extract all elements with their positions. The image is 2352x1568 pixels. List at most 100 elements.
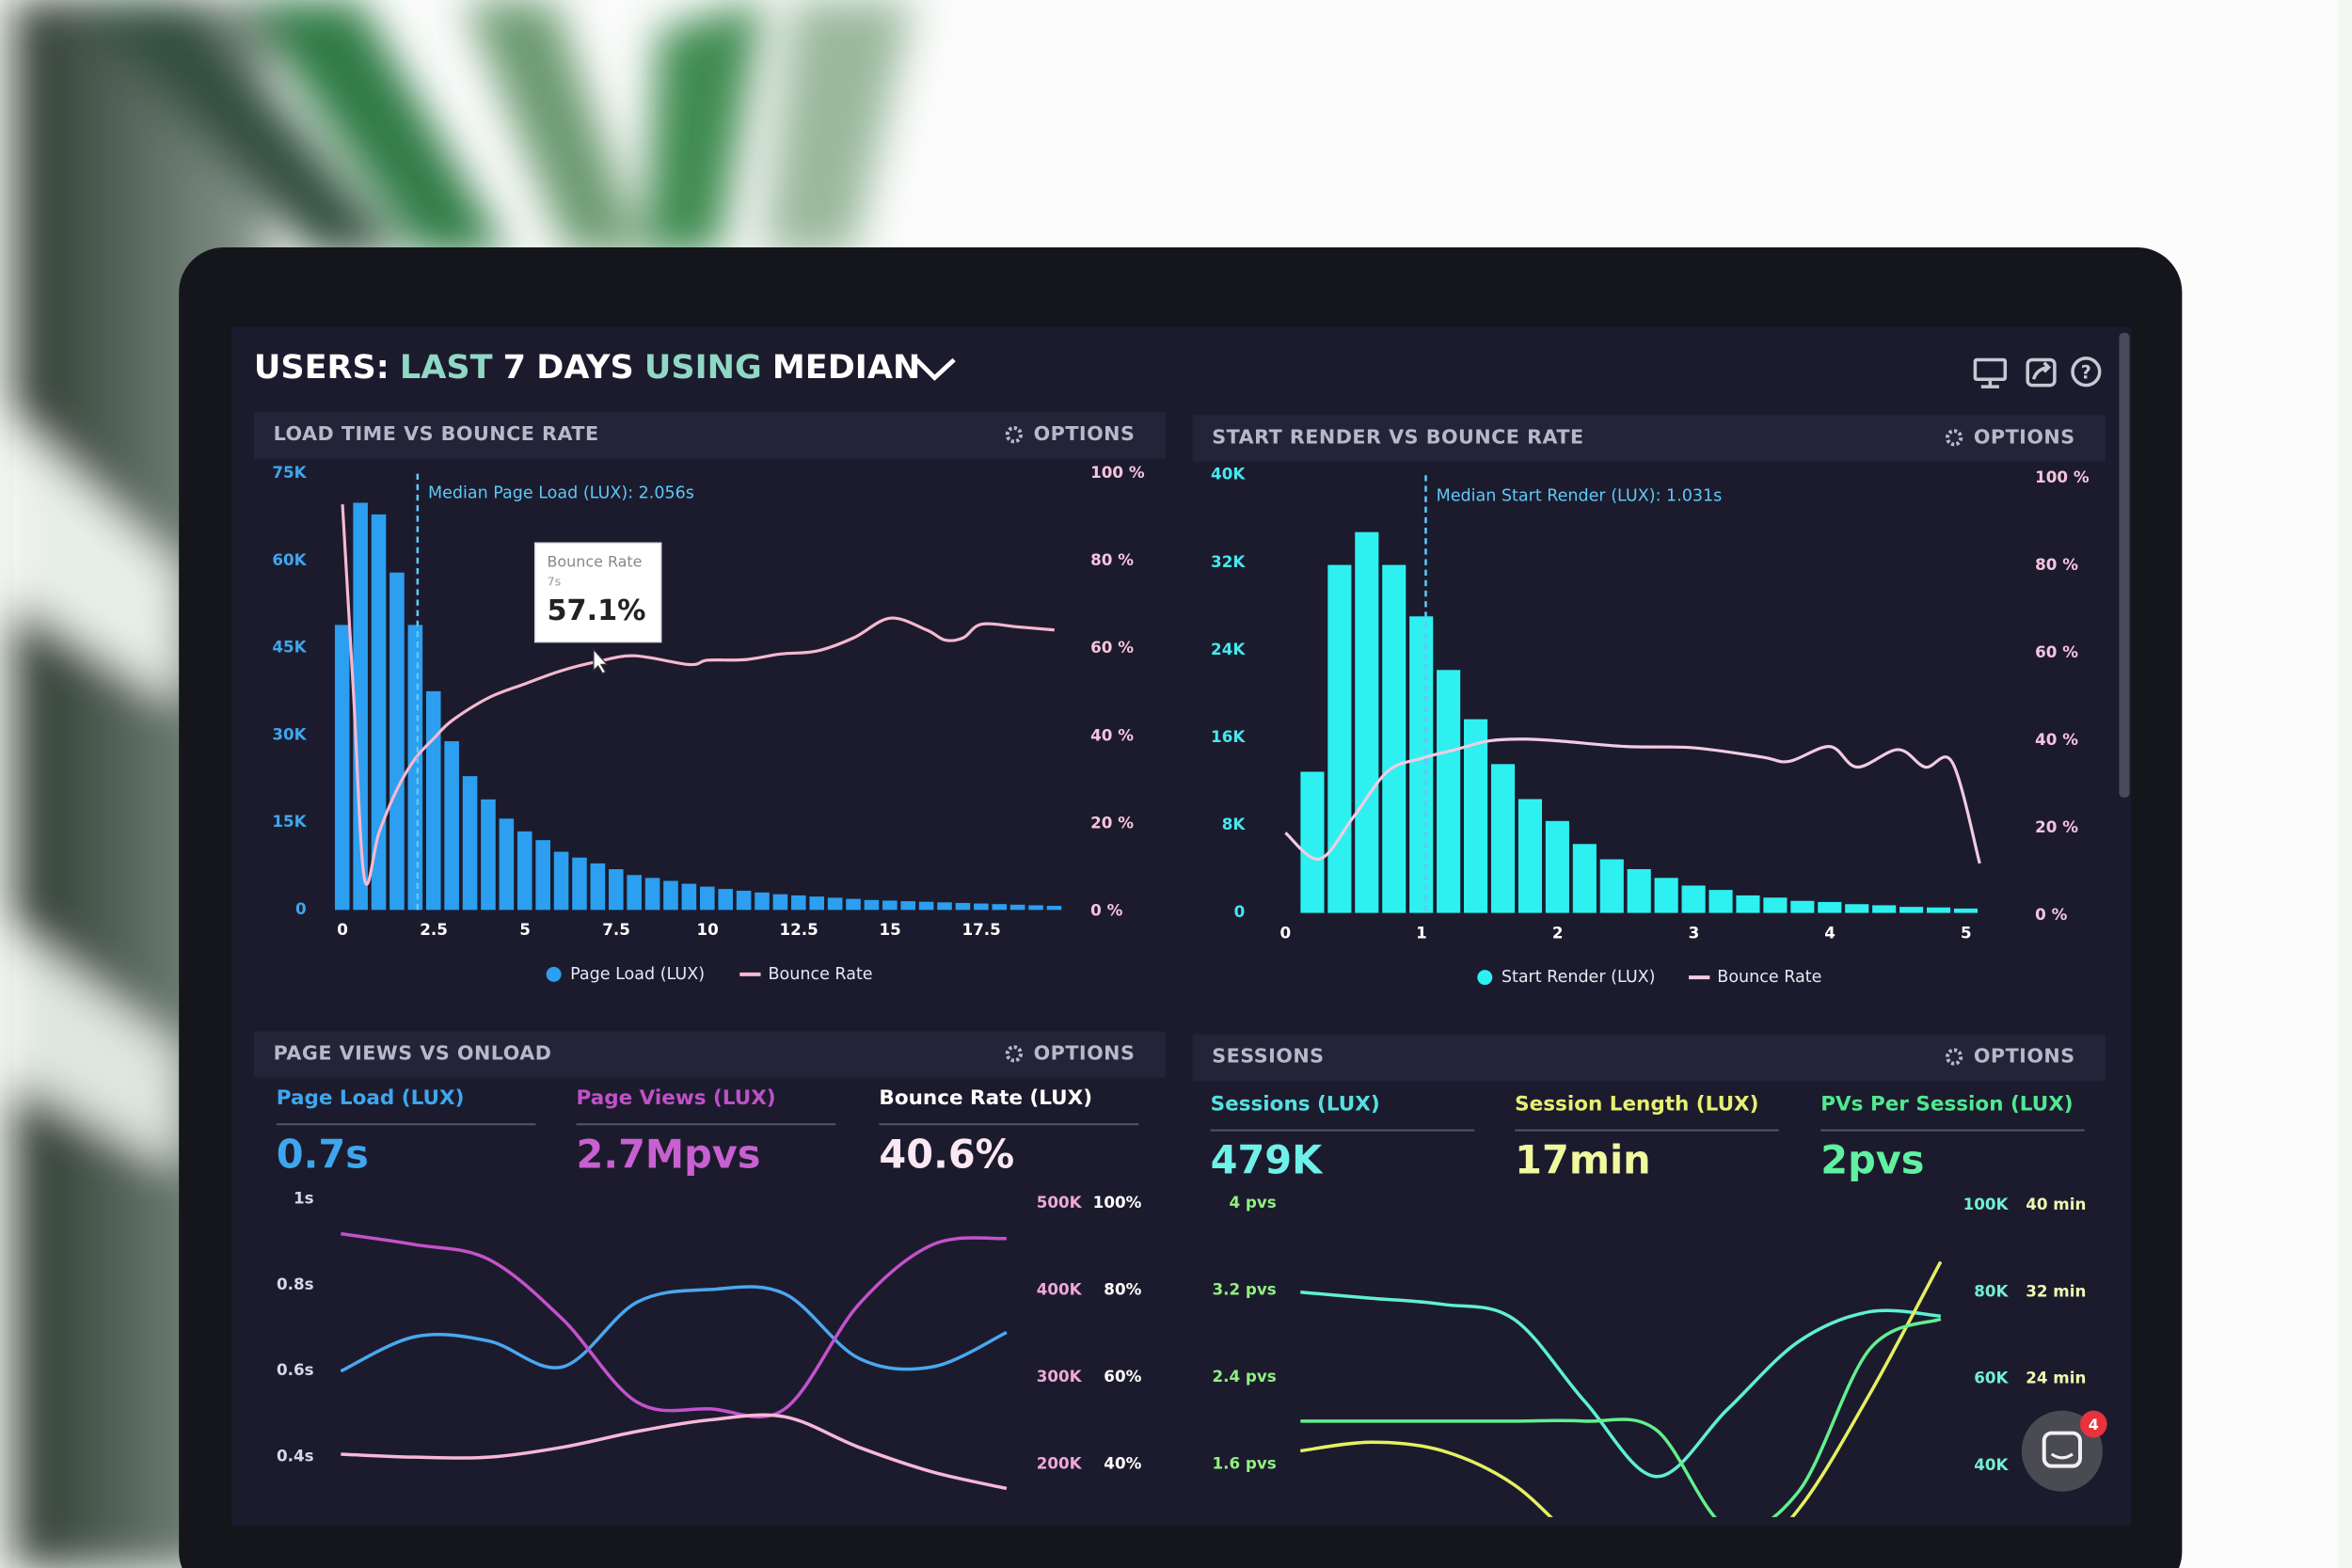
histogram-bar xyxy=(937,902,952,911)
gear-icon[interactable] xyxy=(1945,429,1963,447)
histogram-bar xyxy=(791,895,806,911)
histogram-bar xyxy=(772,894,788,911)
x-tick-label: 0 xyxy=(337,920,348,939)
y-tick-label: 40K xyxy=(1211,465,1246,483)
histogram-bar xyxy=(1627,869,1651,913)
y-tick-label: 0.4s xyxy=(277,1447,314,1465)
histogram-bar xyxy=(663,880,678,911)
legend-label: Page Load (LUX) xyxy=(570,965,705,984)
histogram-bar xyxy=(1654,878,1678,913)
plot-area xyxy=(340,1231,1008,1491)
y3-tick-label: 32 min xyxy=(2026,1281,2086,1300)
panel-header xyxy=(1192,1034,2106,1082)
x-tick-label: 17.5 xyxy=(962,920,1001,939)
histogram-bar xyxy=(499,818,515,911)
histogram-bar xyxy=(553,851,569,911)
y2-tick-label: 100 % xyxy=(2035,467,2090,486)
y-tick-label: 15K xyxy=(272,812,307,831)
y3-tick-label: 24 min xyxy=(2026,1369,2086,1387)
legend-swatch xyxy=(1477,970,1493,986)
panel-title: START RENDER VS BOUNCE RATE xyxy=(1212,425,1583,448)
histogram-bar xyxy=(1599,859,1624,913)
histogram-bar xyxy=(1327,564,1352,913)
histogram-bar xyxy=(918,901,934,911)
x-tick-label: 5 xyxy=(1961,923,1972,942)
stat-label: Page Load (LUX) xyxy=(277,1086,465,1110)
histogram-bar xyxy=(1028,905,1043,911)
cursor xyxy=(593,647,609,674)
histogram-bar xyxy=(681,883,697,911)
x-tick-label: 12.5 xyxy=(780,920,818,939)
gear-icon[interactable] xyxy=(1005,1045,1024,1063)
histogram-bar xyxy=(1736,895,1760,913)
options-button[interactable]: OPTIONS xyxy=(1034,422,1136,445)
y2-tick-label: 80 % xyxy=(2035,555,2078,574)
series-line xyxy=(1300,1317,1942,1517)
stat-label: PVs Per Session (LUX) xyxy=(1820,1093,2073,1117)
y2-tick-label: 80 % xyxy=(1090,550,1134,569)
histogram-bar xyxy=(736,890,752,911)
share-icon[interactable] xyxy=(2026,357,2057,388)
histogram-bar xyxy=(1818,901,1842,913)
y-tick-label: 30K xyxy=(272,724,307,743)
page-title: USERS: LAST 7 DAYS USING MEDIAN xyxy=(254,348,920,387)
options-button[interactable]: OPTIONS xyxy=(1034,1041,1136,1064)
help-icon[interactable] xyxy=(2071,356,2102,388)
histogram-bar xyxy=(809,896,825,911)
histogram-bar xyxy=(334,625,350,911)
y2-tick-label: 80K xyxy=(1974,1281,2009,1300)
histogram-bar xyxy=(1046,906,1062,911)
x-tick-label: 2 xyxy=(1552,923,1564,942)
y-tick-label: 0.6s xyxy=(277,1360,314,1379)
scrollbar xyxy=(2119,332,2130,798)
histogram-bar xyxy=(425,690,441,911)
histogram-bar xyxy=(1300,771,1325,913)
bounce-line xyxy=(341,504,1055,886)
series-line xyxy=(1300,1291,1941,1479)
histogram-bar xyxy=(590,863,606,911)
histogram-bar xyxy=(444,741,459,911)
histogram-bar xyxy=(1572,844,1597,913)
gear-icon[interactable] xyxy=(1945,1048,1963,1066)
options-button[interactable]: OPTIONS xyxy=(1974,1045,2075,1068)
histogram-bar xyxy=(516,831,532,911)
x-tick-label: 15 xyxy=(880,920,901,939)
y2-tick-label: 0 % xyxy=(1090,900,1122,919)
y-tick-label: 0.8s xyxy=(277,1275,314,1293)
tooltip-x: 7s xyxy=(548,575,562,589)
panel-header xyxy=(253,1031,1166,1078)
panel-header xyxy=(1192,415,2106,462)
histogram-bar xyxy=(627,875,642,911)
x-tick-label: 5 xyxy=(519,920,531,939)
stat-label: Sessions (LUX) xyxy=(1211,1093,1380,1117)
histogram-bar xyxy=(1708,890,1733,913)
legend-swatch xyxy=(546,966,562,982)
tooltip-series: Bounce Rate xyxy=(548,553,643,571)
histogram-bar xyxy=(827,897,843,911)
y-tick-label: 24K xyxy=(1211,640,1246,658)
y-tick-label: 75K xyxy=(272,463,307,482)
y2-tick-label: 400K xyxy=(1037,1280,1083,1299)
title-segment: DAYS xyxy=(536,348,633,387)
y3-tick-label: 40 min xyxy=(2026,1195,2086,1213)
title-chevron[interactable] xyxy=(914,357,956,381)
y-tick-label: 1s xyxy=(294,1188,314,1207)
histogram-bar xyxy=(974,903,989,911)
gear-icon[interactable] xyxy=(1005,426,1024,444)
x-tick-label: 3 xyxy=(1689,923,1700,942)
title-segment: USING xyxy=(644,348,762,387)
stat-label: Page Views (LUX) xyxy=(577,1086,776,1110)
histogram-bar xyxy=(1926,907,1951,913)
help-glyph: ? xyxy=(2081,361,2091,383)
title-segment: MEDIAN xyxy=(772,348,920,387)
series-line xyxy=(341,1231,1008,1419)
stat-value: 2.7Mpvs xyxy=(577,1132,761,1177)
x-tick-label: 10 xyxy=(696,920,718,939)
histogram-bar xyxy=(1872,905,1897,913)
histogram-bar xyxy=(1490,764,1516,913)
y2-tick-label: 300K xyxy=(1037,1367,1083,1386)
legend-label: Bounce Rate xyxy=(769,965,873,984)
options-button[interactable]: OPTIONS xyxy=(1974,425,2075,448)
